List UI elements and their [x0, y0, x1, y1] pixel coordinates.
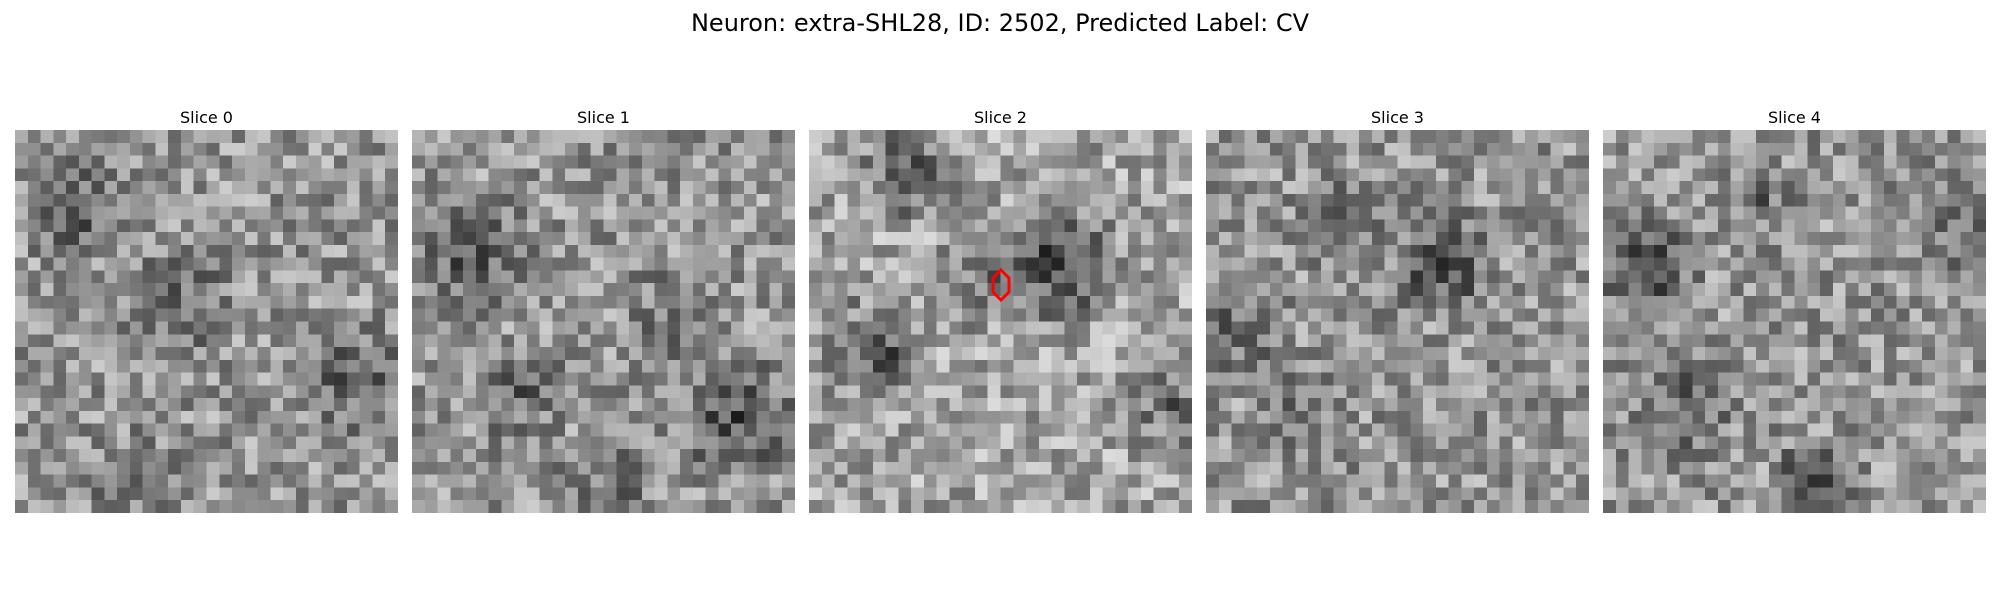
- slice-title-4: Slice 4: [1768, 108, 1821, 127]
- slice-title-0: Slice 0: [180, 108, 233, 127]
- slice-title-1: Slice 1: [577, 108, 630, 127]
- slice-image-3: [1206, 130, 1589, 513]
- slice-image-4: [1603, 130, 1986, 513]
- slice-panel-1: Slice 1: [412, 108, 795, 513]
- slice-image-2: [809, 130, 1192, 513]
- slice-image-0: [15, 130, 398, 513]
- figure-suptitle: Neuron: extra-SHL28, ID: 2502, Predicted…: [690, 9, 1310, 37]
- slice-title-3: Slice 3: [1371, 108, 1424, 127]
- slice-panel-0: Slice 0: [15, 108, 398, 513]
- slice-panel-2: Slice 2: [809, 108, 1192, 513]
- slice-title-2: Slice 2: [974, 108, 1027, 127]
- slice-panel-4: Slice 4: [1603, 108, 1986, 513]
- slice-image-1: [412, 130, 795, 513]
- slice-panel-3: Slice 3: [1206, 108, 1589, 513]
